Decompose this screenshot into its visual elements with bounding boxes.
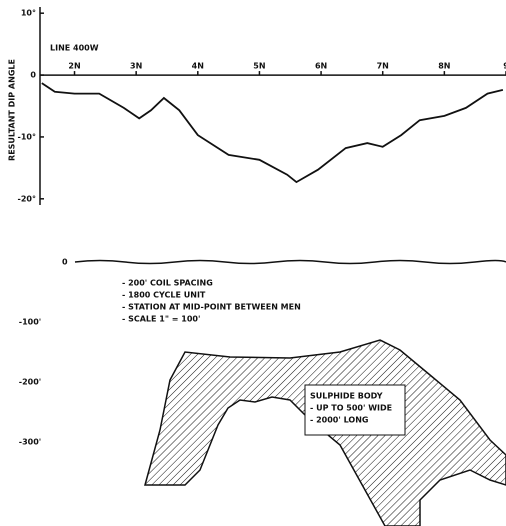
note: - STATION AT MID-POINT BETWEEN MEN	[122, 303, 301, 312]
depth-label: 0	[62, 258, 68, 267]
x-tick-label: 3N	[130, 62, 142, 71]
depth-label: -300'	[19, 438, 41, 447]
y-tick-label: 10°	[21, 9, 36, 18]
sulphide-body	[144, 339, 506, 526]
depth-label: -100'	[19, 318, 41, 327]
y-tick-label: -20°	[18, 194, 36, 203]
x-tick-label: 4N	[192, 62, 204, 71]
note: - SCALE 1" = 100'	[122, 315, 200, 324]
y-axis-title: RESULTANT DIP ANGLE	[8, 59, 17, 161]
body-legend-text: SULPHIDE BODY	[310, 392, 383, 401]
x-tick-label: 9	[503, 62, 506, 71]
y-tick-label: -10°	[18, 132, 36, 141]
note: - 1800 CYCLE UNIT	[122, 291, 206, 300]
depth-label: -200'	[19, 378, 41, 387]
line-label: LINE 400W	[50, 44, 99, 53]
body-legend-text: - UP TO 500' WIDE	[310, 404, 392, 413]
body-legend-box	[304, 384, 406, 436]
body-legend-text: - 2000' LONG	[310, 416, 368, 425]
x-tick-label: 5N	[253, 62, 265, 71]
x-tick-label: 8N	[438, 62, 450, 71]
ground-line	[74, 259, 506, 265]
x-tick-label: 7N	[377, 62, 389, 71]
x-tick-label: 2N	[68, 62, 80, 71]
dip-curve	[41, 82, 504, 184]
x-tick-label: 6N	[315, 62, 327, 71]
note: - 200' COIL SPACING	[122, 279, 213, 288]
y-tick-label: 0	[30, 71, 36, 80]
